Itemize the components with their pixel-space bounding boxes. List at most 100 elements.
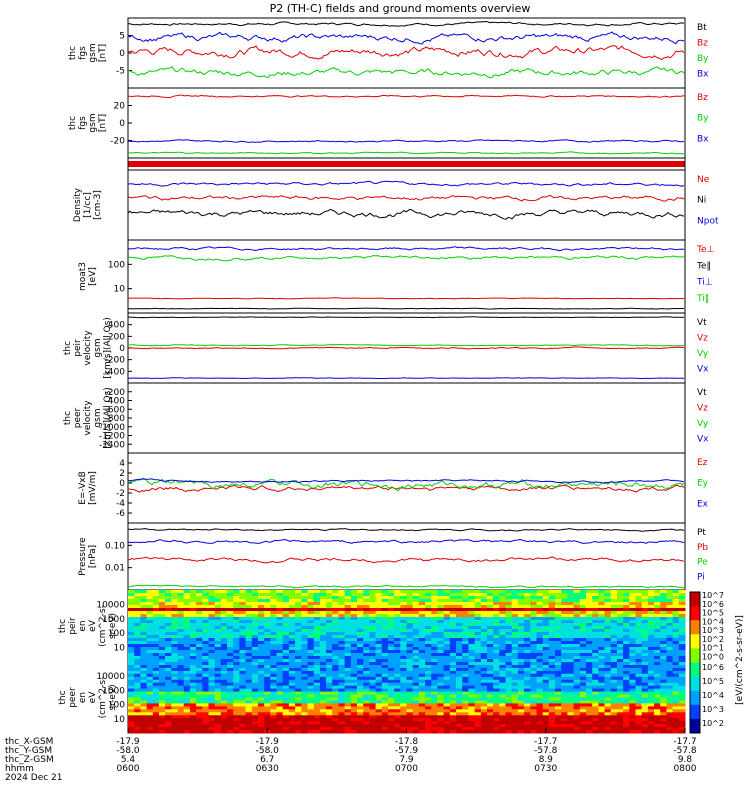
- heat-cell: [561, 709, 568, 713]
- heat-cell: [313, 679, 321, 684]
- heat-cell: [456, 638, 463, 642]
- heat-cell: [487, 688, 494, 693]
- heat-cell: [165, 712, 172, 716]
- heat-cell: [134, 721, 141, 725]
- heat-cell: [629, 706, 636, 710]
- heat-cell: [171, 596, 178, 600]
- heat-cell: [647, 697, 655, 701]
- heat-cell: [158, 614, 166, 618]
- heat-cell: [152, 596, 160, 600]
- heat-cell: [505, 709, 513, 713]
- heat-cell: [363, 724, 370, 728]
- heat-cell: [227, 662, 234, 666]
- heat-cell: [239, 662, 247, 666]
- heat-cell: [196, 688, 203, 693]
- heat-cell: [418, 632, 426, 636]
- heat-cell: [301, 724, 308, 728]
- heat-cell: [282, 697, 290, 701]
- heat-cell: [449, 709, 457, 713]
- heat-cell: [598, 700, 606, 704]
- heat-cell: [480, 596, 488, 600]
- heat-cell: [196, 721, 203, 725]
- heat-cell: [387, 653, 395, 657]
- heat-cell: [635, 641, 643, 645]
- ylabel-line: [nT]: [98, 44, 108, 62]
- heat-cell: [517, 700, 525, 704]
- heat-cell: [548, 614, 556, 618]
- heat-cell: [604, 694, 612, 698]
- heat-cell: [183, 673, 191, 678]
- heat-cell: [443, 644, 451, 648]
- heat-cell: [443, 724, 451, 728]
- heat-cell: [468, 662, 476, 666]
- heat-cell: [567, 590, 575, 594]
- legend-Bx: Bx: [697, 134, 709, 144]
- heat-cell: [140, 656, 148, 660]
- heat-cell: [418, 662, 426, 666]
- heat-cell: [332, 700, 339, 704]
- heat-cell: [134, 688, 141, 693]
- heat-cell: [202, 718, 209, 722]
- heat-cell: [573, 605, 581, 609]
- heat-cell: [258, 676, 265, 681]
- heat-cell: [369, 670, 377, 675]
- heat-cell: [647, 605, 655, 609]
- heat-cell: [196, 706, 203, 710]
- heat-cell: [542, 670, 550, 675]
- heat-cell: [616, 724, 624, 728]
- heat-cell: [474, 673, 482, 678]
- heat-cell: [214, 670, 222, 675]
- heat-cell: [270, 662, 277, 666]
- heat-cell: [208, 653, 216, 657]
- heat-cell: [573, 590, 581, 594]
- heat-cell: [524, 644, 531, 648]
- heat-cell: [220, 620, 228, 624]
- heat-cell: [189, 667, 197, 672]
- heat-cell: [357, 682, 364, 687]
- heat-cell: [623, 593, 630, 597]
- heat-cell: [443, 650, 451, 654]
- heat-cell: [350, 665, 358, 669]
- ylabel-line: sr-eV): [108, 684, 118, 710]
- heat-cell: [245, 626, 253, 630]
- heat-cell: [350, 673, 358, 678]
- heat-cell: [332, 617, 339, 621]
- heat-cell: [524, 620, 531, 624]
- heat-cell: [276, 691, 284, 696]
- heat-cell: [264, 605, 271, 609]
- heat-cell: [357, 632, 364, 636]
- heat-cell: [511, 638, 519, 642]
- heat-cell: [487, 644, 494, 648]
- heat-cell: [542, 676, 550, 681]
- heat-cell: [592, 590, 599, 594]
- heat-cell: [443, 608, 451, 612]
- heat-cell: [431, 635, 438, 639]
- heat-cell: [202, 697, 209, 701]
- heat-cell: [375, 703, 383, 707]
- heat-cell: [530, 724, 537, 728]
- heat-cell: [561, 724, 568, 728]
- heat-cell: [350, 590, 358, 594]
- heat-cell: [449, 650, 457, 654]
- heat-cell: [152, 623, 160, 627]
- legend-Vt: Vt: [697, 318, 707, 328]
- heat-cell: [344, 679, 352, 684]
- heat-cell: [480, 721, 488, 725]
- heat-cell: [586, 650, 593, 654]
- heat-cell: [202, 608, 209, 612]
- heat-cell: [128, 694, 135, 698]
- heat-cell: [449, 629, 457, 633]
- heat-cell: [443, 596, 451, 600]
- heat-cell: [487, 679, 494, 684]
- heat-cell: [487, 665, 494, 669]
- heat-cell: [610, 590, 618, 594]
- panels-layer: thcfgsgsm[nT]50-5BtBzByBxthcfgsgsm[nT]20…: [58, 17, 719, 734]
- heat-cell: [567, 718, 575, 722]
- ylabel: Density[1/cc][cm-3]: [73, 187, 103, 222]
- heat-cell: [245, 617, 253, 621]
- heat-cell: [208, 700, 216, 704]
- heat-cell: [561, 679, 568, 684]
- heat-cell: [332, 650, 339, 654]
- heat-cell: [146, 730, 154, 734]
- heat-cell: [128, 632, 135, 636]
